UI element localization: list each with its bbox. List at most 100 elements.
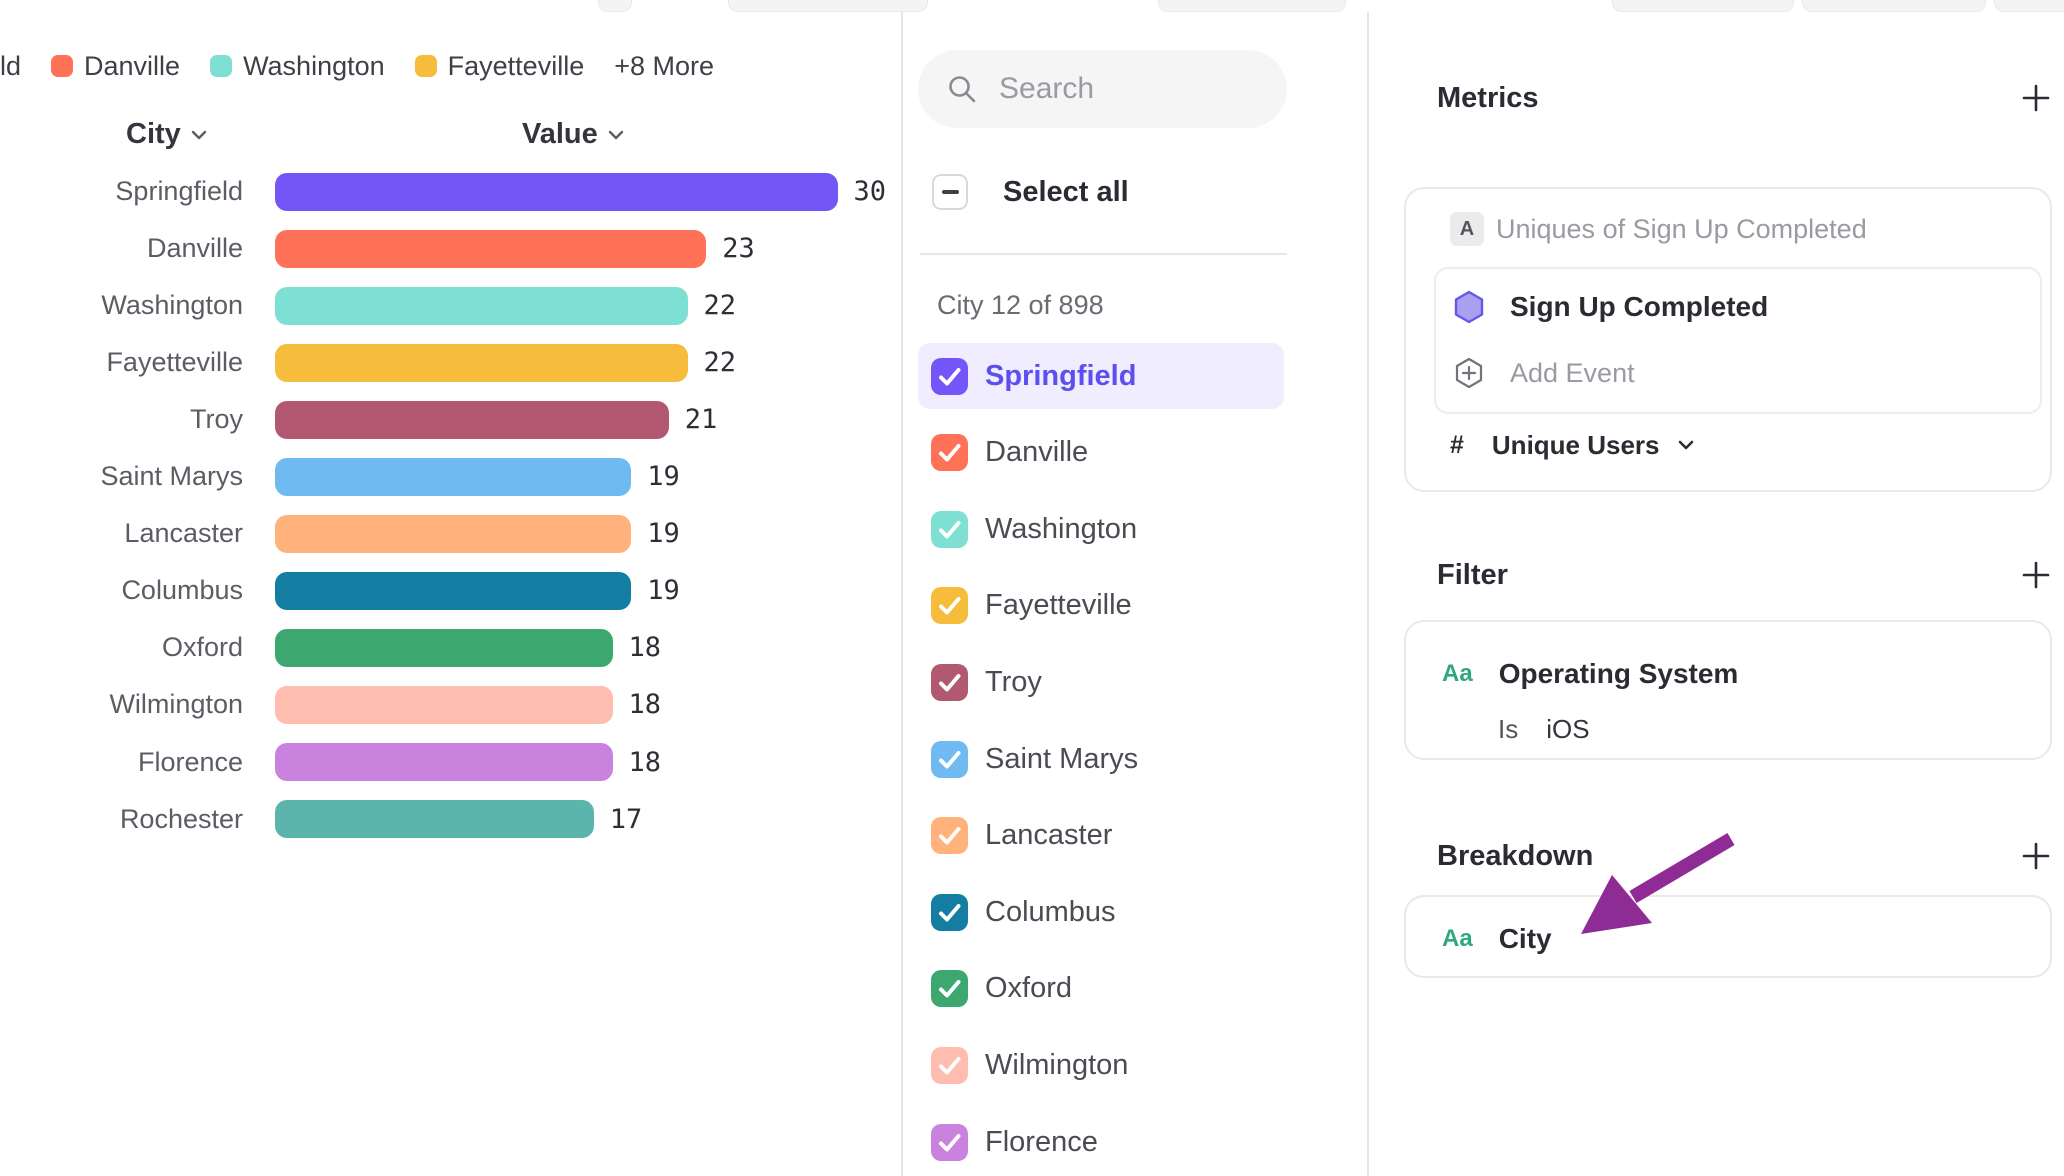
bar[interactable] [275,800,594,839]
bar[interactable] [275,514,632,553]
add-event-row[interactable]: Add Event [1455,351,1635,395]
checkbox-checked-icon[interactable] [931,817,968,855]
city-list-item-label: Lancaster [985,819,1113,852]
breakdown-property-row[interactable]: Aa City [1442,919,1552,959]
checkbox-checked-icon[interactable] [931,434,968,472]
city-list-item[interactable]: Danville [918,420,1284,486]
column-header-city-label: City [126,118,181,150]
chart-row: Columbus 19 [0,571,680,610]
top-segmented-control-fragment [1994,0,2064,12]
chart-row: Rochester 17 [0,800,642,839]
chevron-down-icon [1678,440,1693,450]
divider [920,253,1287,255]
bar-category-label: Saint Marys [100,461,243,492]
legend-label: Washington [243,50,385,81]
bar-value-label: 19 [647,518,680,550]
chart-row: Wilmington 18 [0,685,661,724]
checkbox-checked-icon[interactable] [931,1046,968,1084]
search-input[interactable]: Search [918,50,1287,128]
city-list-item[interactable]: Lancaster [918,803,1284,869]
city-list-item[interactable]: Oxford [918,956,1284,1022]
column-header-city[interactable]: City [126,118,207,151]
chart-row: Fayetteville 22 [0,343,736,382]
legend-item-washington[interactable]: Washington [210,51,385,82]
city-list-item[interactable]: Washington [918,496,1284,562]
metric-letter-badge: A [1450,212,1484,246]
text-property-icon: Aa [1442,925,1473,952]
city-list-item[interactable]: Columbus [918,879,1284,945]
bar-value-label: 21 [684,404,718,436]
filter-value: iOS [1546,713,1590,744]
right-panel-divider [1367,12,1369,1176]
filter-property-name: Operating System [1498,658,1739,689]
filter-property-row[interactable]: Aa Operating System [1442,654,1738,694]
bar[interactable] [275,343,688,382]
checkbox-checked-icon[interactable] [931,893,968,931]
column-header-value[interactable]: Value [522,118,624,151]
breakdown-card: Aa City [1404,895,2052,978]
city-list-item[interactable]: Troy [918,649,1284,715]
add-filter-button[interactable] [2021,560,2051,590]
city-list-item[interactable]: Florence [918,1109,1284,1175]
measure-dropdown[interactable]: # Unique Users [1450,425,1694,465]
event-hexagon-icon [1454,290,1484,324]
bar[interactable] [275,229,707,268]
city-list-item-label: Wilmington [985,1048,1129,1081]
bar-category-label: Lancaster [124,518,243,549]
bar-value-label: 22 [703,290,737,322]
bar[interactable] [275,172,838,211]
chart-row: Oxford 18 [0,628,662,667]
checkbox-checked-icon[interactable] [931,663,968,701]
legend-item-fayetteville[interactable]: Fayetteville [414,51,584,82]
checkbox-checked-icon[interactable] [931,357,968,395]
breakdown-property-name: City [1498,923,1552,954]
bar[interactable] [275,286,688,325]
chart-legend: ld Danville Washington Fayetteville +8 M… [0,48,714,84]
bar[interactable] [275,628,613,667]
search-placeholder: Search [999,72,1095,105]
search-icon [949,76,976,103]
city-list-item[interactable]: Saint Marys [918,726,1284,792]
chart-row: Florence 18 [0,743,661,781]
measure-label: Unique Users [1491,429,1660,460]
chevron-down-icon [191,130,206,139]
bar-value-label: 18 [628,632,662,664]
legend-swatch [210,55,233,77]
add-event-hexagon-plus-icon [1455,357,1483,389]
legend-item-truncated[interactable]: ld [0,50,22,81]
checkbox-checked-icon[interactable] [931,740,968,778]
bar-category-label: Danville [146,233,243,264]
top-segmented-control-fragment [1612,0,1794,12]
event-row[interactable]: Sign Up Completed [1454,285,1768,329]
checkbox-checked-icon[interactable] [931,510,968,548]
top-toolbar-fragment [598,0,632,12]
checkbox-checked-icon[interactable] [931,1123,968,1161]
city-list-item-label: Saint Marys [985,742,1139,775]
city-list-item-label: Oxford [985,972,1073,1005]
checkbox-checked-icon[interactable] [931,970,968,1008]
legend-more-button[interactable]: +8 More [614,50,715,81]
metrics-section-title: Metrics [1437,82,1539,114]
add-metric-button[interactable] [2021,83,2051,113]
city-list-item[interactable]: Fayetteville [918,573,1284,639]
bar[interactable] [275,457,632,496]
city-list-item[interactable]: Wilmington [918,1032,1284,1098]
metric-title-row: Uniques of Sign Up Completed [1496,211,1867,247]
bar-category-label: Fayetteville [106,347,243,378]
bar[interactable] [275,685,613,724]
legend-item-danville[interactable]: Danville [51,51,180,82]
city-list-item[interactable]: Springfield [918,343,1284,409]
filter-operator: Is [1498,713,1519,744]
bar[interactable] [275,743,613,781]
city-list-item-label: Columbus [985,895,1116,928]
bar[interactable] [275,571,632,610]
bar[interactable] [275,400,669,439]
filter-condition-row[interactable]: Is iOS [1498,712,1590,746]
checkbox-indeterminate-icon [932,174,968,210]
breakdown-section-title: Breakdown [1437,840,1594,872]
add-breakdown-button[interactable] [2021,841,2051,871]
select-all-checkbox[interactable]: Select all [932,174,1129,210]
event-card: Sign Up Completed Add Event [1434,267,2042,414]
city-list-item-label: Fayetteville [985,589,1132,622]
checkbox-checked-icon[interactable] [931,587,968,625]
